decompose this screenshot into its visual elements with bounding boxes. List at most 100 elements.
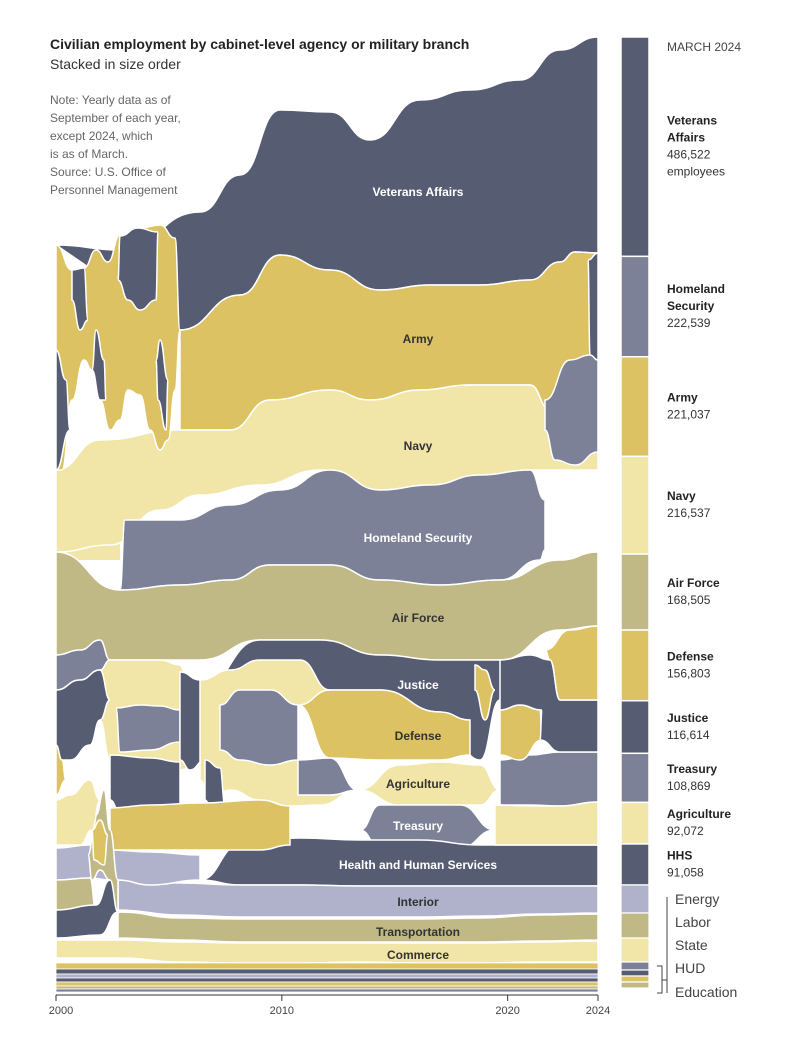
legend-small-label-state: State [675,937,708,953]
legend-label: Army [667,391,698,405]
legend-value: 92,072 [667,824,704,838]
stream-fragment [499,704,543,761]
x-tick-label-2020: 2020 [495,1005,519,1017]
legend-label: Air Force [667,576,720,590]
legend-label: Treasury [667,762,717,776]
legend-small-label-labor: Labor [675,914,711,930]
stream-fragment [219,689,299,766]
legend-value: 486,522 [667,148,711,162]
legend-label: Justice [667,711,709,725]
stream-small-agency [55,985,599,990]
legend-swatch-hhs [620,843,650,886]
legend-swatch-small [620,912,650,939]
legend-swatch-treasury [620,752,650,804]
stream-labels: Veterans Affairs Army Navy Homeland Securit… [339,185,497,962]
stream-fragment [587,252,599,361]
chart-title: Civilian employment by cabinet-level age… [50,36,469,52]
stream-label-army: Army [403,332,434,346]
stream-fragment [297,757,359,796]
stream-fragment [494,801,599,846]
legend-label: HHS [667,848,692,862]
legend-header: MARCH 2024 [667,40,741,54]
stream-fragment [55,779,101,846]
stream-defense [297,689,471,761]
stream-small-agency [55,981,599,987]
stream-fragment [91,329,107,401]
legend-label: Defense [667,649,714,663]
legend-label: Agriculture [667,807,731,821]
legend-swatch-justice [620,699,650,755]
chart-subtitle: Stacked in size order [50,56,181,72]
stream-fragment [71,267,89,331]
stream-label-justice: Justice [397,678,439,692]
legend-value: 216,537 [667,506,711,520]
x-tick-label-2024: 2024 [586,1005,610,1017]
legend-bracket [657,965,663,994]
stream-small-agency [55,962,599,970]
stream-label-agriculture: Agriculture [386,777,450,791]
stream-fragment [109,754,181,813]
stream-label-treasury: Treasury [393,819,443,833]
legend-swatch-small [620,981,650,989]
x-axis: 2000 2010 2020 2024 [49,994,610,1017]
legend-small-label-energy: Energy [675,891,719,907]
legend-value: 156,803 [667,666,711,680]
stream-commerce [55,939,599,964]
stream-fragment [474,664,496,721]
legend-bar [620,36,650,886]
note-line: Note: Yearly data as of [50,93,171,107]
legend-swatch-homeland-security [620,255,650,358]
stream-label-navy: Navy [404,439,433,453]
legend-value: 108,869 [667,779,711,793]
stream-fragment [155,339,169,431]
note-line: is as of March. [50,147,128,161]
stream-fragment [117,227,159,311]
note-line: September of each year, [50,111,181,125]
stream-transportation [117,911,599,943]
legend-value: 116,614 [667,728,710,742]
note-line: except 2024, which [50,129,153,143]
chart-note: Note: Yearly data as of September of each… [50,93,181,197]
legend-swatch-small [620,937,650,963]
stream-fragment [544,625,599,701]
stream-small-agency [55,977,599,983]
note-line: Source: U.S. Office of [50,165,166,179]
legend-swatch-navy [620,455,650,555]
legend-swatch-small [620,975,650,983]
stream-fragment [91,819,109,866]
stream-fragment [55,744,67,796]
legend-value: 168,505 [667,593,711,607]
legend-label: Affairs [667,131,705,145]
stream-air-force [55,551,599,691]
legend: Veterans Affairs 486,522 employees Homeland S… [667,114,731,880]
stream-label-health-and-human-services: Health and Human Services [339,858,497,872]
stream-fragment [109,799,291,851]
legend-swatch-air-force [620,553,650,631]
stream-label-transportation: Transportation [376,925,460,939]
legend-unit: employees [667,165,725,179]
legend-value: 221,037 [667,408,711,422]
legend-value: 91,058 [667,865,704,879]
stream-fragment [499,654,599,753]
legend-small-label-hud: HUD [675,960,705,976]
x-tick-label-2000: 2000 [49,1005,73,1017]
legend-small-label-education: Education [675,984,737,1000]
stream-small-agency [55,973,599,979]
legend-swatch-small [620,961,650,971]
legend-swatch-veterans-affairs [620,36,650,258]
legend-swatch-agriculture [620,801,650,845]
legend-value: 222,539 [667,316,711,330]
legend-label: Navy [667,489,696,503]
stream-layers [53,36,599,993]
stream-small-agency [55,988,599,993]
stream-label-veterans-affairs: Veterans Affairs [373,185,464,199]
stream-small-agency [55,968,599,975]
legend-label: Homeland [667,282,725,296]
legend-label: Veterans [667,114,717,128]
stream-interior [117,879,599,918]
note-line: Personnel Management [50,183,178,197]
legend-swatch-small [620,969,650,977]
stream-fragment [55,349,71,471]
stream-label-air-force: Air Force [392,611,445,625]
